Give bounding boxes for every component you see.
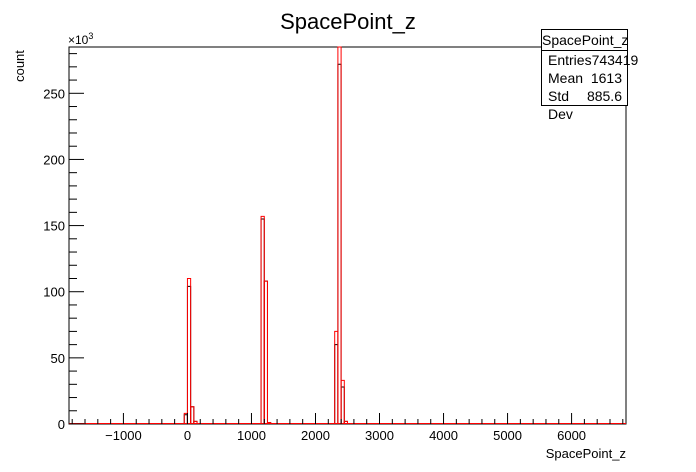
stats-label: Std Dev: [548, 88, 573, 122]
x-tick-label: −1000: [105, 428, 142, 443]
x-tick-label: 2000: [301, 428, 330, 443]
y-tick-label: 200: [43, 152, 65, 167]
y-tick-label: 50: [51, 351, 65, 366]
y-tick-label: 100: [43, 285, 65, 300]
histogram-bin: [340, 379, 345, 424]
stats-row-stddev: Std Dev 885.6: [542, 87, 627, 122]
stats-value: 885.6: [586, 88, 622, 104]
y-tick-label: 0: [58, 417, 65, 432]
y-tick-label: 150: [43, 219, 65, 234]
histogram-bin: [193, 420, 198, 424]
histogram-bin: [186, 277, 192, 424]
stats-label: Mean: [548, 70, 584, 86]
stats-value: 1613: [590, 70, 622, 86]
histogram-bin: [343, 420, 348, 424]
x-tick-label: 5000: [493, 428, 522, 443]
y-tick-label: 250: [43, 86, 65, 101]
stats-row-entries: Entries 743419: [542, 51, 638, 69]
chart-title: SpacePoint_z: [280, 9, 416, 34]
histogram-bin: [337, 46, 342, 424]
stats-row-mean: Mean 1613: [542, 69, 627, 87]
histogram-bin: [263, 280, 268, 424]
x-tick-label: 4000: [429, 428, 458, 443]
x-tick-label: 3000: [365, 428, 394, 443]
x-axis-label: SpacePoint_z: [546, 446, 626, 461]
y-axis-label: count: [12, 50, 27, 82]
stats-box: SpacePoint_z Entries 743419 Mean 1613 St…: [541, 29, 638, 122]
histogram-bin: [190, 406, 195, 424]
stats-value: 743419: [591, 52, 639, 68]
x-tick-label: 1000: [237, 428, 266, 443]
stats-title: SpacePoint_z: [542, 30, 628, 51]
x-tick-label: 6000: [557, 428, 586, 443]
stats-label: Entries: [548, 52, 592, 68]
x-tick-label: 0: [184, 428, 191, 443]
y-exponent-label: ×103: [68, 31, 93, 47]
